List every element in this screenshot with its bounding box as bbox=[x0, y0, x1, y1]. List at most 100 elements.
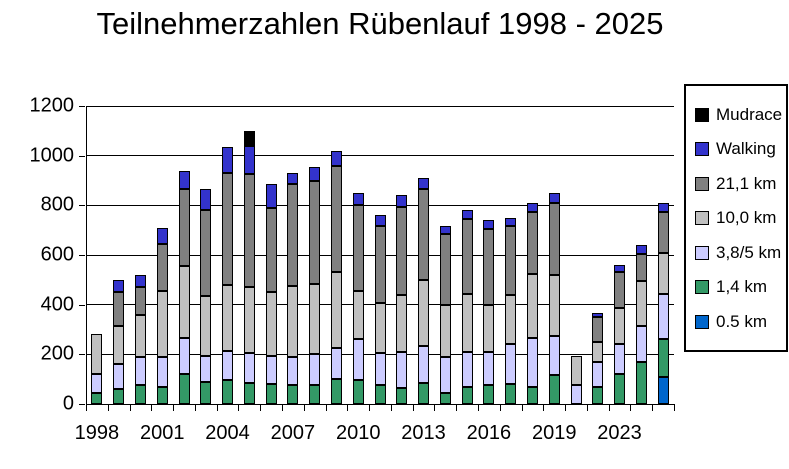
bar-segment-3-8-5-km bbox=[178, 338, 190, 375]
bar-segment-21-1-km bbox=[243, 174, 255, 288]
x-axis-tick bbox=[456, 405, 458, 411]
bar-segment-1-4-km bbox=[265, 384, 277, 404]
bar-segment-21-1-km bbox=[418, 189, 430, 280]
bar-segment-walking bbox=[657, 202, 669, 212]
bar-segment-walking bbox=[265, 184, 277, 208]
x-axis-tick bbox=[674, 405, 675, 411]
legend-item-3-8-5-km: 3,8/5 km bbox=[695, 243, 786, 263]
bar-segment-21-1-km bbox=[222, 173, 234, 285]
x-axis-tick bbox=[173, 405, 175, 411]
bar-segment-1-4-km bbox=[222, 380, 234, 404]
x-axis-tick bbox=[325, 405, 327, 411]
gridline-1200 bbox=[86, 105, 674, 107]
bar-segment-3-8-5-km bbox=[374, 353, 386, 386]
bar-segment-10-0-km bbox=[548, 274, 560, 336]
x-axis-tick bbox=[369, 405, 371, 411]
bar-1998 bbox=[91, 106, 103, 404]
bar-2017 bbox=[505, 106, 517, 404]
y-axis-tick bbox=[79, 155, 85, 157]
bar-segment-10-0-km bbox=[156, 291, 168, 357]
bar-2011 bbox=[374, 106, 386, 404]
x-axis-tick bbox=[652, 405, 654, 411]
gridline-1000 bbox=[86, 155, 674, 157]
bar-2008 bbox=[309, 106, 321, 404]
bar-2023 bbox=[614, 106, 626, 404]
legend-item-1-4-km: 1,4 km bbox=[695, 277, 786, 297]
x-axis-tick bbox=[478, 405, 479, 411]
bar-segment-21-1-km bbox=[614, 272, 626, 309]
bar-2003 bbox=[200, 106, 212, 404]
bar-segment-10-0-km bbox=[222, 284, 234, 351]
bar-segment-1-4-km bbox=[592, 386, 604, 404]
chart-legend: Mudrace Walking 21,1 km 10,0 km 3,8/5 km 1,4 … bbox=[684, 84, 788, 352]
bar-segment-walking bbox=[243, 145, 255, 175]
bar-segment-10-0-km bbox=[309, 283, 321, 355]
bar-segment-walking bbox=[222, 147, 234, 174]
bar-segment-1-4-km bbox=[134, 385, 146, 404]
bar-segment-3-8-5-km bbox=[91, 374, 103, 393]
bar-segment-1-4-km bbox=[483, 385, 495, 404]
bar-segment-1-4-km bbox=[309, 385, 321, 404]
bar-segment-1-4-km bbox=[461, 386, 473, 404]
bar-segment-21-1-km bbox=[657, 211, 669, 253]
x-axis-tick bbox=[412, 405, 414, 411]
bar-segment-21-1-km bbox=[505, 226, 517, 295]
bar-segment-21-1-km bbox=[352, 205, 364, 292]
bar-segment-10-0-km bbox=[178, 266, 190, 339]
legend-swatch-icon bbox=[695, 142, 709, 156]
bar-2025 bbox=[657, 106, 669, 404]
bar-segment-1-4-km bbox=[439, 392, 451, 404]
bar-segment-3-8-5-km bbox=[287, 356, 299, 386]
y-axis-label: 1000 bbox=[29, 144, 75, 167]
bar-segment-3-8-5-km bbox=[156, 356, 168, 387]
bar-segment-walking bbox=[483, 220, 495, 229]
bar-segment-1-4-km bbox=[178, 374, 190, 404]
bar-segment-21-1-km bbox=[374, 226, 386, 304]
legend-item-mudrace: Mudrace bbox=[695, 105, 786, 125]
bar-segment-10-0-km bbox=[461, 293, 473, 352]
x-axis-tick bbox=[499, 405, 501, 411]
x-axis-tick bbox=[194, 405, 196, 411]
legend-swatch-icon bbox=[695, 176, 709, 191]
bar-segment-10-0-km bbox=[439, 304, 451, 357]
bar-segment-10-0-km bbox=[483, 304, 495, 352]
bar-segment-10-0-km bbox=[418, 279, 430, 346]
x-axis-tick bbox=[390, 405, 392, 411]
bar-segment-1-4-km bbox=[635, 361, 647, 404]
x-axis-line bbox=[86, 404, 675, 405]
bar-segment-21-1-km bbox=[461, 219, 473, 294]
bar-segment-10-0-km bbox=[287, 286, 299, 357]
y-axis-line bbox=[86, 106, 87, 405]
legend-label: 0.5 km bbox=[716, 311, 768, 331]
bar-segment-10-0-km bbox=[134, 314, 146, 357]
bar-segment-walking bbox=[156, 227, 168, 244]
x-axis-tick bbox=[565, 405, 567, 411]
x-axis-label: 2023 bbox=[597, 422, 642, 444]
bar-segment-3-8-5-km bbox=[418, 345, 430, 383]
bar-segment-1-4-km bbox=[657, 339, 669, 377]
bar-segment-21-1-km bbox=[178, 189, 190, 267]
x-axis-tick bbox=[543, 405, 545, 411]
bar-segment-3-8-5-km bbox=[592, 361, 604, 387]
bar-segment-1-4-km bbox=[200, 381, 212, 404]
bar-segment-10-0-km bbox=[614, 308, 626, 345]
x-axis-tick bbox=[216, 405, 218, 411]
y-axis-label: 0 bbox=[62, 392, 74, 415]
bar-segment-1-4-km bbox=[156, 386, 168, 404]
legend-label: 1,4 km bbox=[716, 277, 768, 296]
bar-2000 bbox=[134, 106, 146, 404]
y-axis-label: 200 bbox=[40, 342, 74, 365]
bar-segment-10-0-km bbox=[200, 295, 212, 356]
bar-segment-21-1-km bbox=[265, 207, 277, 293]
bar-segment-21-1-km bbox=[330, 165, 342, 273]
x-axis-tick bbox=[586, 405, 588, 411]
bar-segment-21-1-km bbox=[592, 317, 604, 342]
bar-segment-walking bbox=[352, 192, 364, 206]
x-axis-label: 2004 bbox=[205, 422, 250, 444]
bar-segment-10-0-km bbox=[374, 303, 386, 354]
y-axis-tick bbox=[79, 304, 85, 306]
bar-segment-1-4-km bbox=[548, 375, 560, 404]
bar-segment-1-4-km bbox=[330, 379, 342, 404]
bar-segment-walking bbox=[548, 192, 560, 203]
bar-segment-10-0-km bbox=[592, 341, 604, 362]
